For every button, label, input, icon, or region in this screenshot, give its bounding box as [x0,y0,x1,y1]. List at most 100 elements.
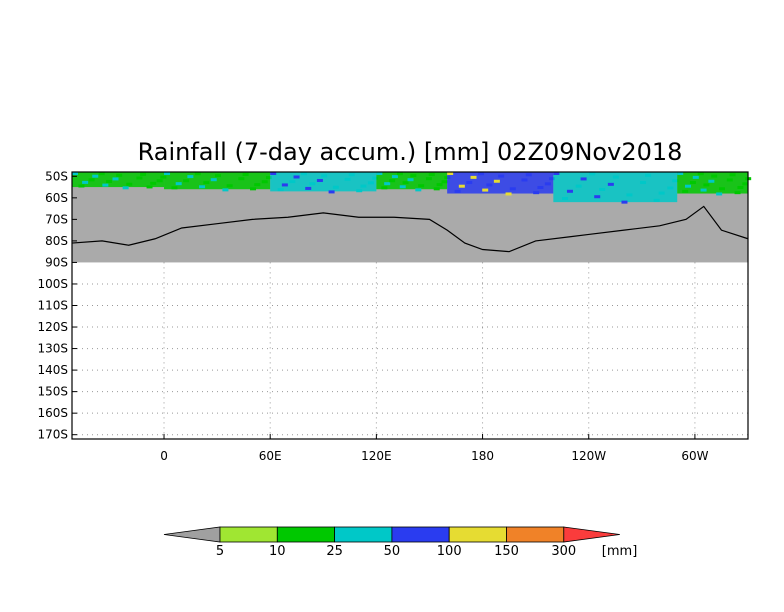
y-tick-label: 50S [45,169,68,183]
rain-cell [509,187,516,191]
rain-cell [486,183,493,187]
rain-cell [309,182,316,186]
rain-cell [544,182,551,186]
y-tick-label: 60S [45,191,68,205]
rain-cell [300,172,307,176]
rain-cell [389,179,396,183]
rain-cell [164,172,171,175]
rain-cell [425,177,432,181]
rain-cell [458,184,465,188]
rain-cell [187,175,194,179]
rain-cell [441,180,448,184]
y-tick-label: 90S [45,255,68,269]
rain-cell [126,182,133,186]
rain-cell [653,198,660,202]
rain-cell [136,176,143,180]
x-tick-label: 120W [571,449,606,463]
colorbar-box [276,526,335,543]
rain-cell [150,181,157,185]
rain-cell [436,183,443,187]
rain-cell [562,197,569,201]
colorbar-box [391,526,450,543]
x-tick-label: 120E [361,449,392,463]
y-tick-label: 160S [37,406,68,420]
rain-cell [146,185,153,189]
rain-cell [270,172,277,175]
y-tick-label: 110S [37,299,68,313]
colorbar-label: 5 [216,544,224,559]
rain-cell [122,186,129,190]
rain-cell [594,195,601,199]
colorbar-label: 150 [494,544,519,559]
rain-cell [238,177,245,181]
rain-cell [726,178,733,182]
x-tick-label: 180 [471,449,494,463]
rain-cell [645,173,652,177]
rain-cell [697,172,704,176]
rain-cell [742,182,749,186]
rain-cell [82,180,89,184]
rain-cell [289,180,296,184]
rain-cell [708,179,715,183]
rain-cell [344,177,351,181]
y-tick-label: 80S [45,234,68,248]
rain-cell [88,178,95,182]
colorbar-label: 10 [269,544,286,559]
rain-cell [418,184,425,188]
rain-cell [391,175,398,179]
rain-cell [156,179,163,183]
rain-cell [203,181,210,185]
rain-cell [175,182,182,186]
rain-cell [384,182,391,186]
rain-cell [102,183,109,187]
colorbar-box [448,526,507,543]
antarctica-coastline [71,205,749,253]
rain-cell [242,173,249,177]
x-tick-label: 0 [160,449,168,463]
rain-cell [718,187,725,191]
rain-cell [410,174,417,178]
y-tick-label: 120S [37,320,68,334]
rain-cell [402,181,409,185]
rain-cell [553,172,560,175]
y-tick-label: 70S [45,212,68,226]
rain-cell [566,189,573,193]
rain-cell [626,193,633,197]
colorbar-label: 50 [384,544,401,559]
rain-cell [367,181,374,185]
rain-cell [214,174,221,178]
rain-cell [505,192,512,196]
rain-cell [210,178,217,182]
rain-cell [685,184,692,188]
rain-cell [140,172,147,176]
rain-cell [737,185,744,189]
coastline-path [71,205,749,253]
rain-cell [399,185,406,189]
rain-cell [677,172,684,175]
rain-cell [332,185,339,189]
rain-cell [700,188,707,192]
rain-cell [72,172,78,175]
colorbar-box [219,526,278,543]
rain-cell [261,180,268,184]
rain-cell [682,189,689,193]
rain-cell [703,183,710,187]
rain-cell [254,183,261,187]
colorbar-box [334,526,393,543]
rain-cell [226,184,233,188]
rain-cell [454,189,461,193]
y-tick-label: 150S [37,385,68,399]
rain-cell [549,177,556,181]
y-axis: 50S 60S 70S 80S 90S 100S 110S 120S 130S 140S 150S 1… [37,169,77,442]
rain-cell [521,178,528,182]
rain-cell [381,186,388,190]
rain-cell [376,172,383,175]
map-area [72,172,752,263]
colorbar-low-triangle [163,526,221,543]
rain-cell [734,191,741,195]
rain-cell [372,176,379,180]
y-tick-label: 130S [37,342,68,356]
rain-cell [293,175,300,179]
rain-cell [360,184,367,188]
